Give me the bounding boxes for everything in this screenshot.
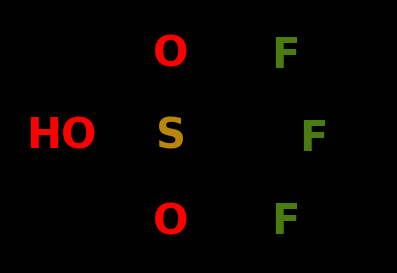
Text: F: F bbox=[299, 118, 328, 160]
Text: O: O bbox=[153, 34, 189, 76]
Text: HO: HO bbox=[26, 115, 97, 158]
Text: F: F bbox=[272, 35, 300, 77]
Text: S: S bbox=[156, 115, 186, 158]
Text: O: O bbox=[153, 201, 189, 244]
Text: F: F bbox=[272, 201, 300, 244]
